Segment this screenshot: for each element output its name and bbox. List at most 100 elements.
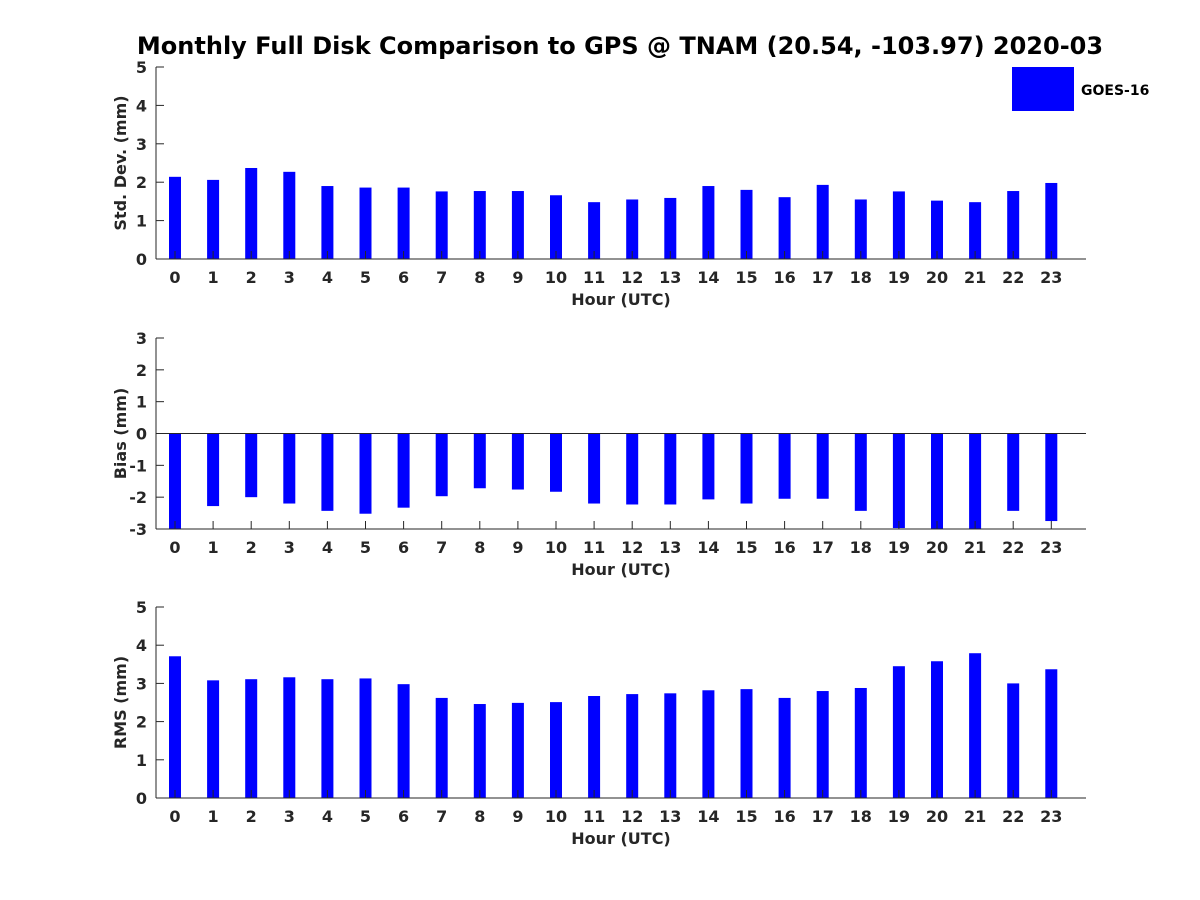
- bar-15: [740, 189, 753, 259]
- x-tick-label: 18: [850, 807, 872, 826]
- x-tick-label: 1: [208, 538, 219, 557]
- y-tick-label: -3: [129, 520, 147, 539]
- bar-7: [435, 191, 448, 259]
- x-tick-label: 20: [926, 268, 948, 287]
- x-tick-label: 10: [545, 807, 567, 826]
- x-tick-label: 4: [322, 538, 333, 557]
- bar-16: [778, 433, 791, 499]
- x-tick-label: 8: [474, 268, 485, 287]
- bar-14: [702, 186, 715, 259]
- bar-8: [473, 191, 486, 259]
- x-tick-label: 3: [284, 807, 295, 826]
- x-tick-label: 4: [322, 807, 333, 826]
- bar-22: [1007, 683, 1020, 798]
- bar-19: [892, 666, 905, 798]
- bar-6: [397, 187, 410, 259]
- y-tick-label: 4: [136, 636, 147, 655]
- x-tick-label: 22: [1002, 538, 1024, 557]
- bar-0: [169, 433, 181, 529]
- bar-14: [702, 690, 715, 798]
- bar-20: [931, 661, 943, 798]
- x-tick-label: 13: [659, 538, 681, 557]
- x-tick-label: 5: [360, 807, 371, 826]
- y-tick-label: 2: [136, 173, 147, 192]
- x-tick-label: 14: [697, 268, 719, 287]
- bar-12: [626, 433, 639, 505]
- bar-18: [854, 199, 867, 259]
- y-tick-label: 2: [136, 713, 147, 732]
- x-axis-label: Hour (UTC): [571, 829, 671, 848]
- bar-1: [207, 179, 220, 259]
- x-tick-label: 1: [208, 807, 219, 826]
- bar-10: [550, 195, 562, 259]
- bar-0: [169, 656, 181, 798]
- bar-7: [435, 697, 448, 798]
- bar-15: [740, 433, 753, 504]
- bar-11: [588, 696, 601, 798]
- x-tick-label: 3: [284, 538, 295, 557]
- x-tick-label: 6: [398, 538, 409, 557]
- y-tick-label: 0: [136, 425, 147, 444]
- x-tick-label: 19: [888, 268, 910, 287]
- bar-1: [207, 433, 220, 507]
- x-tick-label: 12: [621, 807, 643, 826]
- x-tick-label: 7: [436, 268, 447, 287]
- x-tick-label: 6: [398, 807, 409, 826]
- legend-label: GOES-16: [1081, 83, 1149, 99]
- bar-23: [1045, 669, 1058, 798]
- bar-0: [169, 176, 181, 259]
- y-tick-label: 2: [136, 361, 147, 380]
- legend: GOES-16: [1012, 67, 1149, 111]
- x-tick-label: 15: [735, 538, 757, 557]
- bar-12: [626, 199, 639, 259]
- x-tick-label: 11: [583, 807, 605, 826]
- x-tick-label: 20: [926, 538, 948, 557]
- bar-7: [435, 433, 448, 497]
- bar-20: [931, 200, 943, 259]
- bar-4: [321, 186, 334, 259]
- x-tick-label: 2: [246, 538, 257, 557]
- x-tick-label: 5: [360, 538, 371, 557]
- x-tick-label: 2: [246, 268, 257, 287]
- x-tick-label: 9: [512, 807, 523, 826]
- x-tick-label: 13: [659, 268, 681, 287]
- x-tick-label: 8: [474, 807, 485, 826]
- bar-6: [397, 433, 410, 508]
- y-tick-label: 0: [136, 789, 147, 808]
- x-axis-label: Hour (UTC): [571, 290, 671, 309]
- x-tick-label: 4: [322, 268, 333, 287]
- y-axis-label: Std. Dev. (mm): [111, 95, 130, 230]
- bar-2: [245, 167, 258, 259]
- bar-8: [473, 433, 486, 489]
- x-tick-label: 20: [926, 807, 948, 826]
- x-tick-label: 11: [583, 268, 605, 287]
- bar-17: [816, 691, 829, 798]
- x-tick-label: 16: [773, 538, 795, 557]
- bar-17: [816, 184, 829, 259]
- y-tick-label: 4: [136, 96, 147, 115]
- x-tick-label: 22: [1002, 268, 1024, 287]
- x-tick-label: 15: [735, 268, 757, 287]
- x-tick-label: 3: [284, 268, 295, 287]
- x-tick-label: 23: [1040, 268, 1062, 287]
- y-tick-label: 3: [136, 674, 147, 693]
- x-tick-label: 21: [964, 538, 986, 557]
- bar-23: [1045, 182, 1058, 259]
- x-tick-label: 10: [545, 538, 567, 557]
- x-tick-label: 7: [436, 538, 447, 557]
- bar-11: [588, 433, 601, 504]
- x-axis-label: Hour (UTC): [571, 560, 671, 579]
- x-tick-label: 19: [888, 807, 910, 826]
- bar-2: [245, 679, 258, 798]
- bar-3: [283, 677, 296, 798]
- y-tick-label: 0: [136, 250, 147, 269]
- x-tick-label: 17: [812, 538, 834, 557]
- x-tick-label: 6: [398, 268, 409, 287]
- bar-5: [359, 187, 372, 259]
- bar-8: [473, 704, 486, 798]
- bar-19: [892, 191, 905, 259]
- x-tick-label: 21: [964, 268, 986, 287]
